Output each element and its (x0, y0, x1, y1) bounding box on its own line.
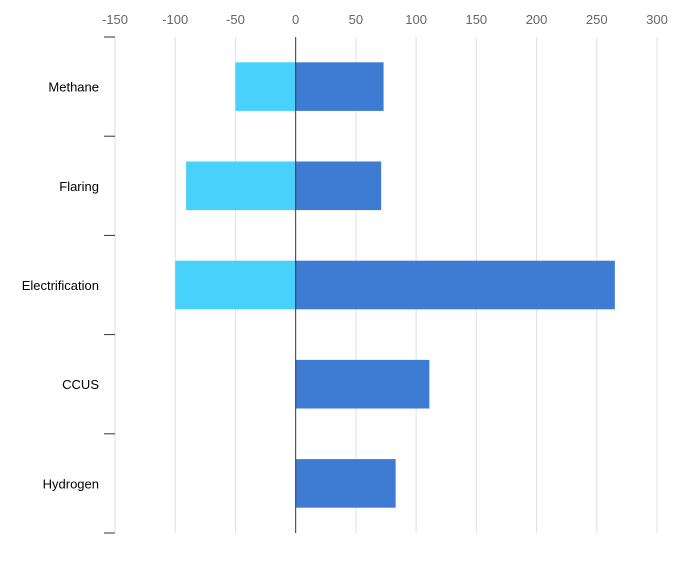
bar (295, 459, 396, 508)
axes (104, 36, 297, 534)
x-tick-label: 100 (405, 12, 427, 27)
bar (295, 359, 430, 409)
x-tick-label: 50 (349, 12, 363, 27)
x-tick-label: -50 (226, 12, 245, 27)
bars (175, 62, 615, 508)
x-tick-label: 300 (646, 12, 668, 27)
category-label: CCUS (62, 377, 99, 392)
bar (295, 260, 615, 310)
x-tick-label: 250 (586, 12, 608, 27)
category-label: Methane (48, 80, 99, 95)
labels: -150 -100 -50 0 50 100 150 200 250 300 Methane Flar… (22, 12, 668, 491)
x-tick-label: 150 (465, 12, 487, 27)
bar (295, 161, 382, 211)
category-label: Electrification (22, 278, 99, 293)
bar (295, 62, 384, 111)
bar (175, 260, 296, 310)
bar (235, 62, 296, 111)
x-tick-label: 0 (292, 12, 299, 27)
category-label: Flaring (59, 179, 99, 194)
category-label: Hydrogen (43, 476, 99, 491)
x-tick-label: -100 (162, 12, 188, 27)
x-tick-label: -150 (102, 12, 128, 27)
bar (186, 161, 296, 211)
x-tick-label: 200 (526, 12, 548, 27)
